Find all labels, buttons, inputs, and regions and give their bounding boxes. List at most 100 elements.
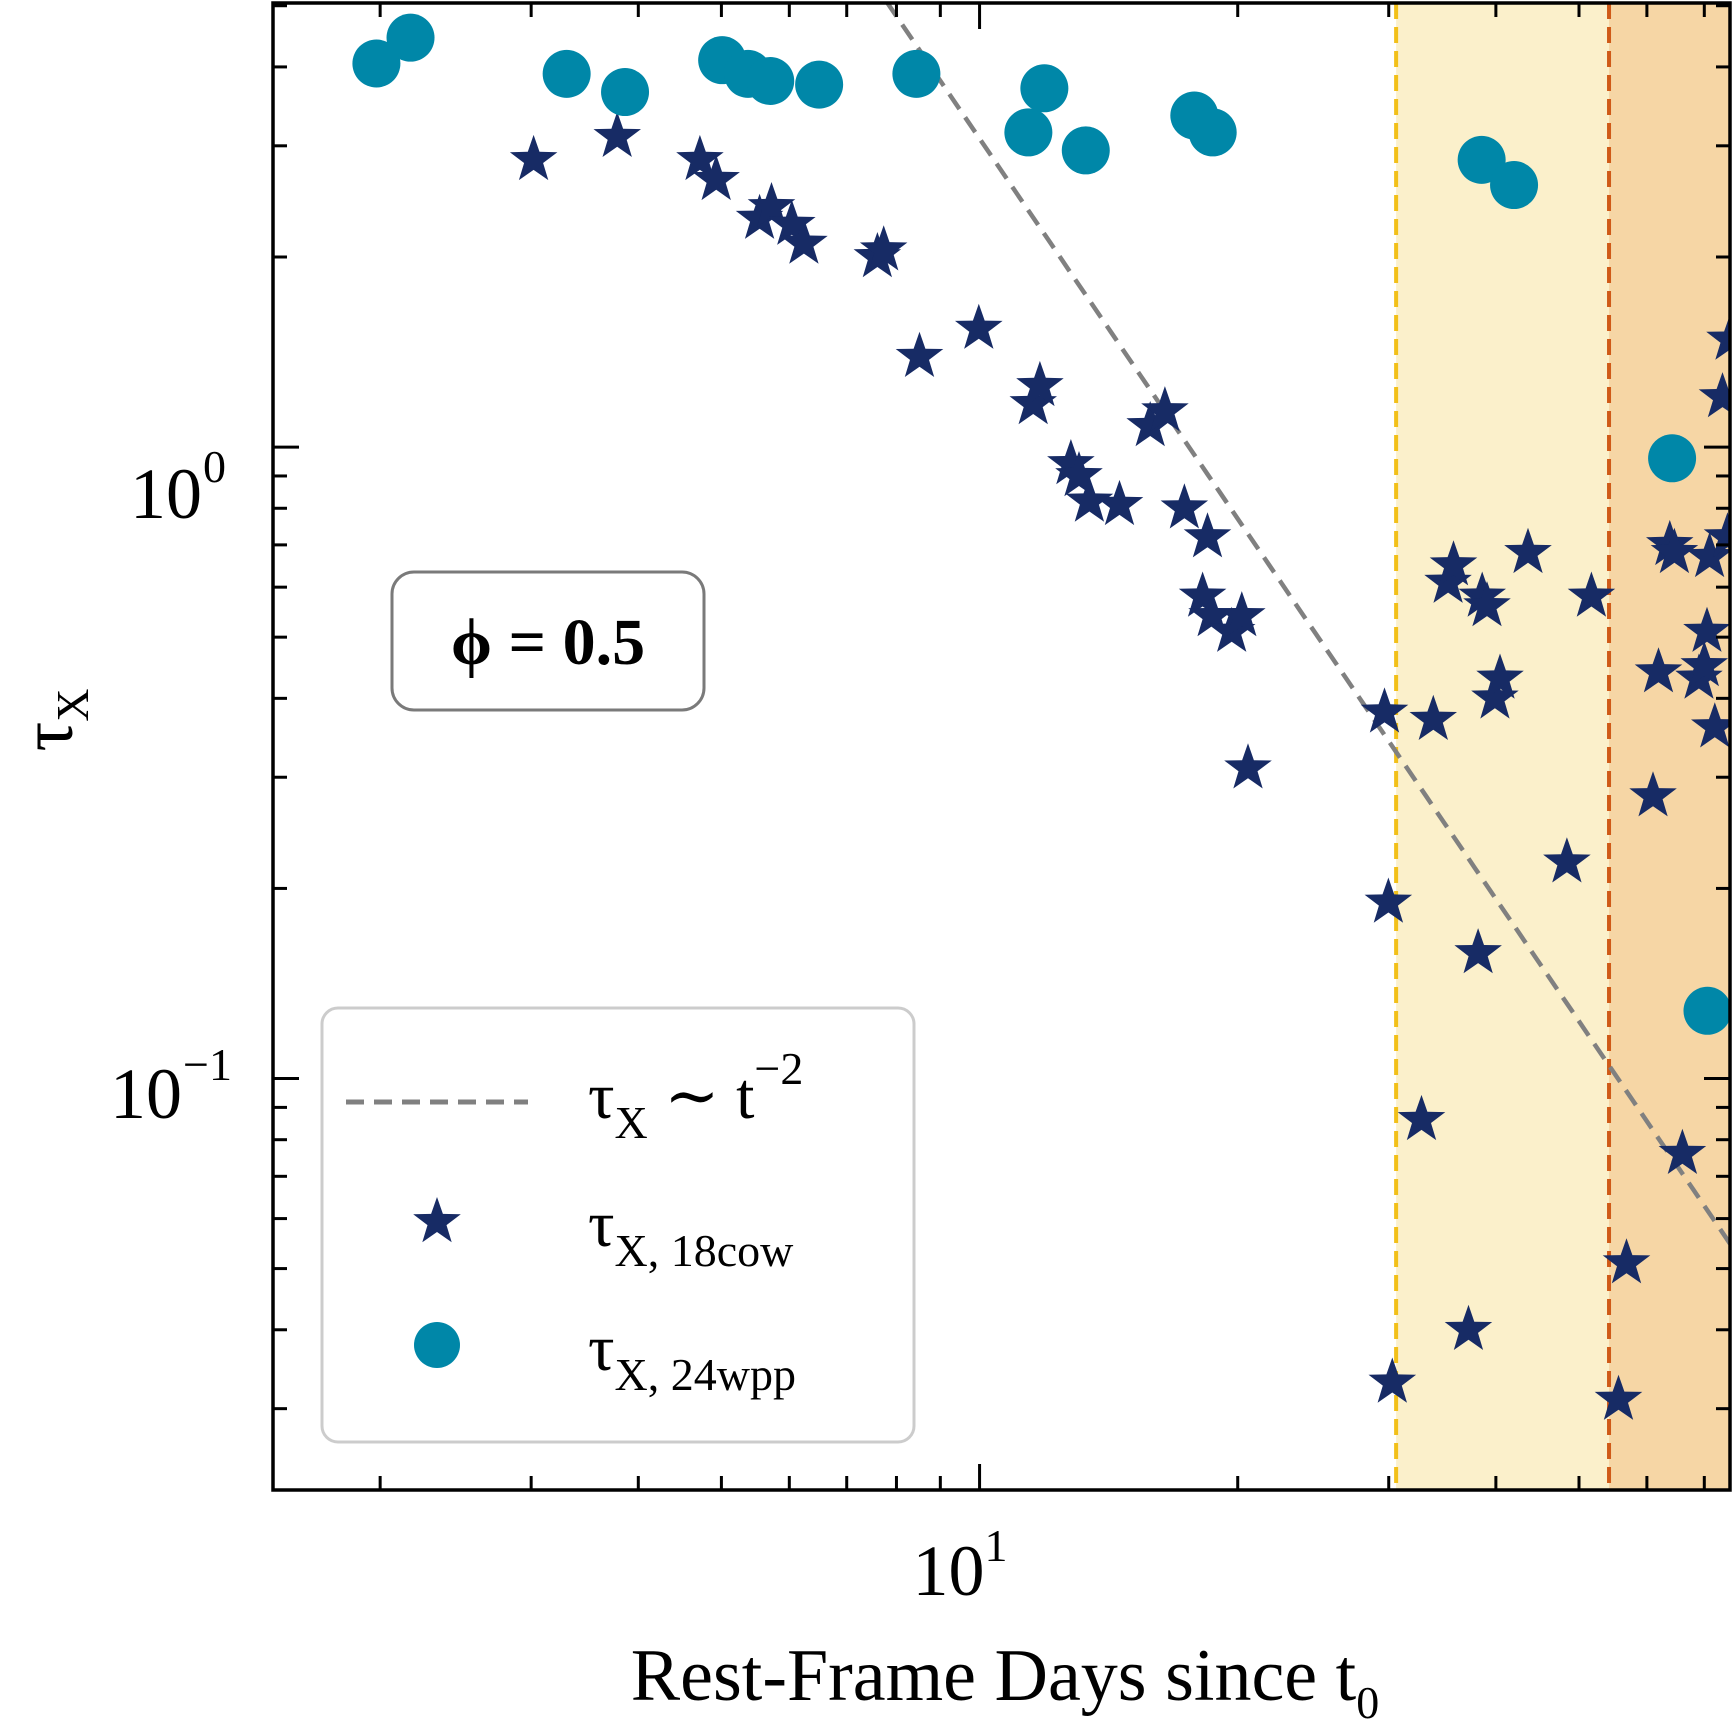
x-tick-label-10: 101 bbox=[913, 1520, 1008, 1611]
y-tick-label-0.1: 10 bbox=[110, 1054, 182, 1134]
svg-text:τX: τX bbox=[7, 689, 98, 752]
reference-line bbox=[884, 3, 1730, 1245]
star-point bbox=[1409, 694, 1457, 740]
series-18cow bbox=[509, 111, 1730, 1420]
star-point bbox=[780, 218, 828, 264]
star-point bbox=[1680, 641, 1729, 687]
circle-point bbox=[795, 60, 844, 109]
star-point bbox=[1065, 476, 1114, 522]
circle-point bbox=[386, 13, 435, 62]
star-point bbox=[1454, 928, 1502, 974]
star-point bbox=[768, 199, 816, 245]
star-point bbox=[1650, 527, 1699, 574]
star-point bbox=[1458, 571, 1506, 617]
star-point bbox=[1397, 1094, 1446, 1141]
star-point bbox=[1055, 451, 1103, 497]
circle-point bbox=[1188, 108, 1237, 157]
circle-point bbox=[1683, 986, 1730, 1035]
legend: τX ∼ t−2 τX, 18cow τX, 24wpp bbox=[320, 1006, 916, 1444]
phi-annotation-box: ϕ = 0.5 bbox=[390, 570, 706, 712]
star-point bbox=[735, 193, 784, 239]
circle-point bbox=[601, 68, 650, 117]
star-point bbox=[1178, 571, 1227, 617]
star-point bbox=[1160, 483, 1209, 529]
star-point bbox=[1629, 771, 1677, 817]
star-point bbox=[593, 111, 641, 157]
star-point bbox=[1047, 439, 1095, 485]
star-point bbox=[895, 331, 944, 377]
star-point bbox=[1424, 557, 1472, 603]
legend-circle-marker bbox=[414, 1322, 460, 1368]
legend-reference-line-label: τX ∼ t−2 bbox=[588, 1043, 803, 1148]
star-point bbox=[509, 134, 558, 181]
star-point bbox=[1364, 877, 1413, 923]
axis-ticks bbox=[273, 3, 1730, 1490]
circle-point bbox=[352, 39, 401, 88]
star-point bbox=[1476, 653, 1524, 699]
star-point bbox=[1471, 673, 1519, 719]
star-point bbox=[747, 182, 796, 228]
star-point bbox=[1504, 527, 1552, 574]
x-tick-exp: 1 bbox=[985, 1520, 1008, 1571]
star-point bbox=[1634, 647, 1683, 693]
star-point bbox=[1224, 743, 1272, 789]
circle-point bbox=[1020, 64, 1069, 113]
star-point bbox=[676, 134, 724, 181]
star-point bbox=[1360, 687, 1409, 733]
y-axis-label-main: τ bbox=[7, 722, 89, 752]
x-axis-label-sub: 0 bbox=[1356, 1677, 1379, 1725]
star-point bbox=[692, 154, 740, 201]
shaded-region-0 bbox=[1396, 3, 1610, 1490]
y-tick-base: 10 bbox=[130, 454, 202, 534]
star-point bbox=[1141, 386, 1189, 432]
circle-point bbox=[746, 56, 795, 105]
legend-frame bbox=[320, 1006, 916, 1444]
star-point bbox=[1685, 531, 1730, 578]
star-point bbox=[1698, 372, 1730, 418]
phi-annotation-text: ϕ = 0.5 bbox=[451, 606, 645, 679]
star-point bbox=[859, 225, 908, 271]
vertical-lines bbox=[1394, 3, 1612, 1490]
legend-18cow-label: τX, 18cow bbox=[588, 1188, 794, 1276]
star-point bbox=[1188, 591, 1236, 637]
legend-24wpp-label: τX, 24wpp bbox=[588, 1312, 796, 1400]
star-point bbox=[1658, 1128, 1707, 1174]
legend-star-marker bbox=[413, 1197, 461, 1243]
star-point bbox=[1567, 571, 1616, 617]
circle-point bbox=[1004, 108, 1053, 157]
reference-line-group bbox=[884, 3, 1730, 1245]
circle-point bbox=[1061, 126, 1110, 175]
y-tick-exp-1: 0 bbox=[203, 441, 226, 492]
star-point bbox=[1009, 379, 1057, 425]
circle-point bbox=[1457, 135, 1506, 184]
shaded-regions bbox=[1396, 3, 1730, 1490]
star-point bbox=[1691, 702, 1730, 748]
star-point bbox=[1602, 1238, 1651, 1284]
star-point bbox=[1444, 1304, 1493, 1350]
x-axis-label: Rest-Frame Days since t0 bbox=[631, 1635, 1379, 1725]
y-tick-exp-0.1: −1 bbox=[183, 1039, 232, 1090]
star-point bbox=[1683, 606, 1730, 652]
star-point bbox=[1706, 314, 1730, 360]
x-axis-label-main: Rest-Frame Days since t bbox=[631, 1635, 1357, 1717]
y-axis-label-sub: X bbox=[47, 689, 98, 722]
shaded-region-1 bbox=[1609, 3, 1730, 1490]
star-point bbox=[1218, 591, 1266, 637]
y-axis-label: τX bbox=[7, 689, 98, 752]
circle-point bbox=[542, 49, 591, 98]
star-point bbox=[1543, 837, 1591, 883]
circle-point bbox=[1648, 434, 1697, 483]
star-point bbox=[1429, 540, 1478, 586]
star-point bbox=[955, 303, 1003, 349]
plot-frame bbox=[271, 1, 1732, 1492]
star-point bbox=[1016, 360, 1064, 407]
star-point bbox=[1368, 1357, 1417, 1403]
star-point bbox=[1095, 479, 1144, 526]
circle-point bbox=[1490, 161, 1539, 210]
star-point bbox=[1183, 512, 1232, 558]
y-tick-base: 10 bbox=[110, 1054, 182, 1134]
series-24wpp bbox=[352, 13, 1730, 1035]
y-tick-label-1: 10 bbox=[130, 454, 202, 534]
star-point bbox=[1126, 401, 1174, 447]
